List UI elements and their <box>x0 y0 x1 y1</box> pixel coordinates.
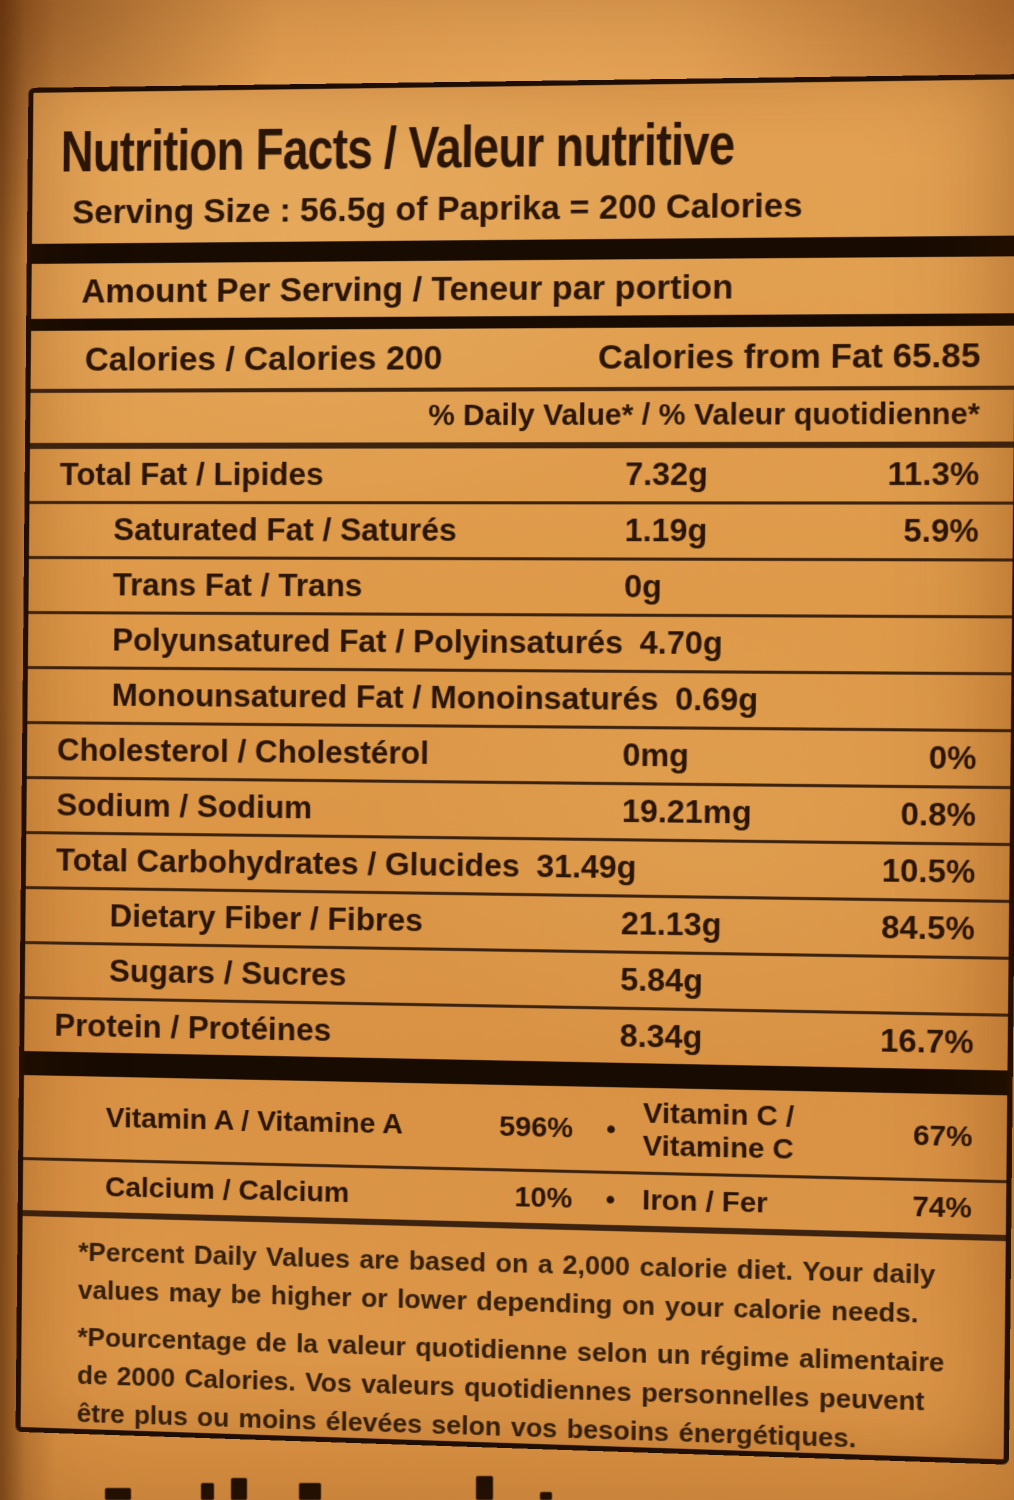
nutrient-label: Protein / Protéines <box>54 1007 332 1049</box>
iron-percent: 74% <box>912 1190 973 1224</box>
bullet-separator-icon: • <box>606 1113 616 1144</box>
nutrition-facts-label: Nutrition Facts / Valeur nutritive Servi… <box>15 74 1014 1465</box>
cutoff-letter-fragment <box>201 1483 214 1500</box>
label-title: Nutrition Facts / Valeur nutritive <box>60 110 735 185</box>
nutrient-label: Dietary Fiber / Fibres <box>109 898 423 939</box>
nutrient-amount: 8.34g <box>619 1017 703 1056</box>
calcium-percent: 10% <box>514 1180 573 1214</box>
iron-label: Iron / Fer <box>642 1183 768 1219</box>
nutrient-label: Polyunsatured Fat / Polyinsaturés <box>112 622 624 661</box>
nutrient-row-polyunsaturated-fat: Polyunsatured Fat / Polyinsaturés 4.70g <box>27 614 1012 676</box>
vitamin-a-percent: 596% <box>498 1110 574 1144</box>
nutrient-percent: 84.5% <box>881 909 975 947</box>
cutoff-letter-fragment <box>540 1492 552 1500</box>
nutrient-label: Saturated Fat / Saturés <box>113 512 457 548</box>
nutrient-percent: 16.7% <box>880 1022 974 1061</box>
nutrient-percent: 10.5% <box>881 852 976 891</box>
bullet-separator-icon: • <box>605 1183 616 1215</box>
nutrient-row-monounsaturated-fat: Monounsatured Fat / Monoinsaturés 0.69g <box>27 669 1012 733</box>
cutoff-letter-fragment <box>105 1488 131 1500</box>
nutrient-row-cholesterol: Cholesterol / Cholestérol 0mg 0% <box>26 724 1011 790</box>
nutrient-row-total-fat: Total Fat / Lipides 7.32g 11.3% <box>29 447 1014 505</box>
nutrient-amount: 0g <box>623 568 663 605</box>
vitamins-section: Vitamin A / Vitamine A 596% • Vitamin C … <box>23 1075 1008 1235</box>
nutrient-amount: 7.32g <box>625 456 709 493</box>
nutrient-row-saturated-fat: Saturated Fat / Saturés 1.19g 5.9% <box>28 503 1014 562</box>
nutrient-amount: 21.13g <box>620 905 722 943</box>
calories-value: Calories / Calories 200 <box>84 338 443 378</box>
cutoff-letter-fragment <box>231 1478 247 1500</box>
cutoff-letter-fragment <box>476 1476 493 1500</box>
vitamin-c-label: Vitamin C / Vitamine C <box>642 1097 795 1165</box>
footnotes: *Percent Daily Values are based on a 2,0… <box>20 1216 1006 1465</box>
daily-value-header: % Daily Value* / % Valeur quotidienne* <box>428 398 980 433</box>
serving-size-text: Serving Size : 56.5g of Paprika = 200 Ca… <box>72 186 803 231</box>
nutrient-label: Monounsatured Fat / Monoinsaturés <box>111 677 659 718</box>
footnote-french: *Pourcentage de la valeur quotidienne se… <box>76 1322 945 1454</box>
nutrient-amount: 1.19g <box>624 512 708 549</box>
nutrient-label: Trans Fat / Trans <box>112 567 363 604</box>
nutrient-percent: 11.3% <box>887 456 980 493</box>
calcium-label: Calcium / Calcium <box>104 1171 350 1209</box>
nutrient-label: Total Fat / Lipides <box>59 456 324 493</box>
vitamin-a-label: Vitamin A / Vitamine A <box>105 1101 404 1140</box>
nutrient-amount: 4.70g <box>639 624 723 662</box>
vitamin-c-percent: 67% <box>912 1119 973 1153</box>
nutrient-table: Total Fat / Lipides 7.32g 11.3% Saturate… <box>24 447 1014 1071</box>
nutrient-amount: 19.21mg <box>621 793 752 831</box>
nutrient-row-trans-fat: Trans Fat / Trans 0g <box>28 559 1013 619</box>
nutrient-amount: 31.49g <box>536 848 637 886</box>
nutrient-amount: 5.84g <box>620 961 704 999</box>
calories-from-fat: Calories from Fat 65.85 <box>597 336 981 376</box>
nutrient-percent: 0% <box>928 739 977 777</box>
nutrient-percent: 0.8% <box>900 796 977 834</box>
nutrient-label: Cholesterol / Cholestérol <box>56 732 430 772</box>
calories-row: Calories / Calories 200 Calories from Fa… <box>31 326 1014 389</box>
nutrient-amount: 0mg <box>622 737 690 774</box>
footnote-english: *Percent Daily Values are based on a 2,0… <box>77 1236 936 1329</box>
amount-per-serving-heading: Amount Per Serving / Teneur par portion <box>81 267 734 310</box>
nutrient-label: Sodium / Sodium <box>56 787 313 826</box>
nutrient-label: Sugars / Sucres <box>108 953 347 993</box>
nutrient-percent: 5.9% <box>903 512 979 550</box>
cutoff-letter-fragment <box>299 1483 321 1500</box>
nutrient-label: Total Carbohydrates / Glucides <box>55 842 520 884</box>
nutrient-amount: 0.69g <box>674 681 759 718</box>
